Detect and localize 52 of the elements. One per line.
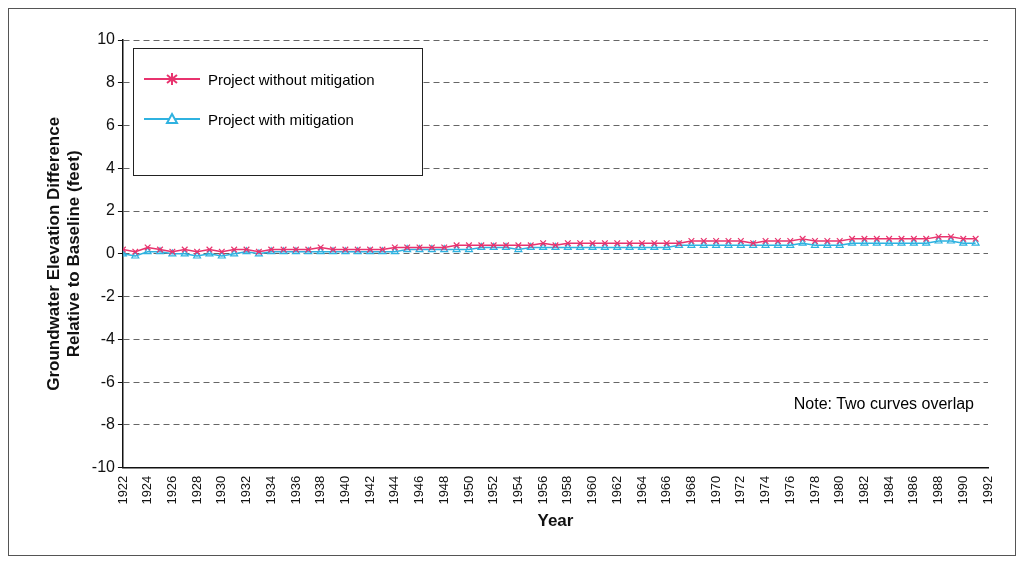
x-tick-label: 1978 xyxy=(806,475,822,505)
x-tick-label: 1922 xyxy=(114,475,130,505)
x-tick-label: 1932 xyxy=(238,475,254,505)
x-tick-label: 1928 xyxy=(188,475,204,505)
x-axis-title: Year xyxy=(537,511,574,531)
x-tick-label: 1970 xyxy=(707,475,723,505)
x-tick-label: 1940 xyxy=(336,475,352,505)
y-tick-label: 10 xyxy=(97,30,116,48)
x-tick-label: 1934 xyxy=(262,475,278,505)
y-tick-label: 6 xyxy=(106,115,116,133)
y-tick-label: -2 xyxy=(100,287,116,305)
x-tick-label: 1982 xyxy=(856,475,871,505)
y-tick-label: 0 xyxy=(106,244,116,262)
x-tick-label: 1924 xyxy=(139,475,155,505)
y-tick-label: 4 xyxy=(106,158,116,176)
y-tick-label: -6 xyxy=(100,372,116,390)
y-tick-label: 8 xyxy=(106,73,116,91)
y-tick-label: -4 xyxy=(100,329,116,347)
x-tick-label: 1986 xyxy=(905,475,921,505)
x-tick-label: 1942 xyxy=(361,475,377,505)
x-tick-label: 1968 xyxy=(682,475,698,505)
y-tick-label: -8 xyxy=(100,415,116,433)
annotation: Note: Two curves overlap xyxy=(793,394,974,413)
x-tick-label: 1960 xyxy=(584,475,600,505)
legend-label: Project with mitigation xyxy=(207,110,354,128)
legend-label: Project without mitigation xyxy=(207,70,375,88)
x-tick-label: 1988 xyxy=(930,475,946,505)
x-tick-label: 1976 xyxy=(781,475,797,505)
x-tick-label: 1954 xyxy=(509,475,525,505)
x-tick-label: 1936 xyxy=(287,475,303,505)
x-tick-label: 1926 xyxy=(163,475,179,505)
x-tick-label: 1992 xyxy=(979,475,995,505)
x-tick-label: 1972 xyxy=(732,475,748,505)
x-tick-label: 1950 xyxy=(460,475,476,505)
x-tick-label: 1930 xyxy=(213,475,229,505)
x-tick-label: 1966 xyxy=(658,475,674,505)
x-tick-label: 1938 xyxy=(312,475,328,505)
y-tick-label: -10 xyxy=(91,458,116,476)
x-tick-label: 1946 xyxy=(411,475,427,505)
x-tick-label: 1956 xyxy=(534,475,550,505)
y-axis-title: Groundwater Elevation Difference Relative to Baseline (feet) xyxy=(43,116,84,391)
x-tick-label: 1980 xyxy=(831,475,847,505)
x-tick-label: 1944 xyxy=(386,475,402,505)
x-tick-label: 1948 xyxy=(435,475,451,505)
x-tick-label: 1974 xyxy=(757,475,773,505)
x-tick-label: 1958 xyxy=(559,475,575,505)
x-tick-label: 1984 xyxy=(880,475,896,505)
x-tick-label: 1952 xyxy=(485,475,501,505)
x-tick-label: 1964 xyxy=(633,475,649,505)
x-tick-label: 1990 xyxy=(954,475,970,505)
y-tick-label: 2 xyxy=(106,201,116,219)
x-tick-label: 1962 xyxy=(608,475,624,505)
